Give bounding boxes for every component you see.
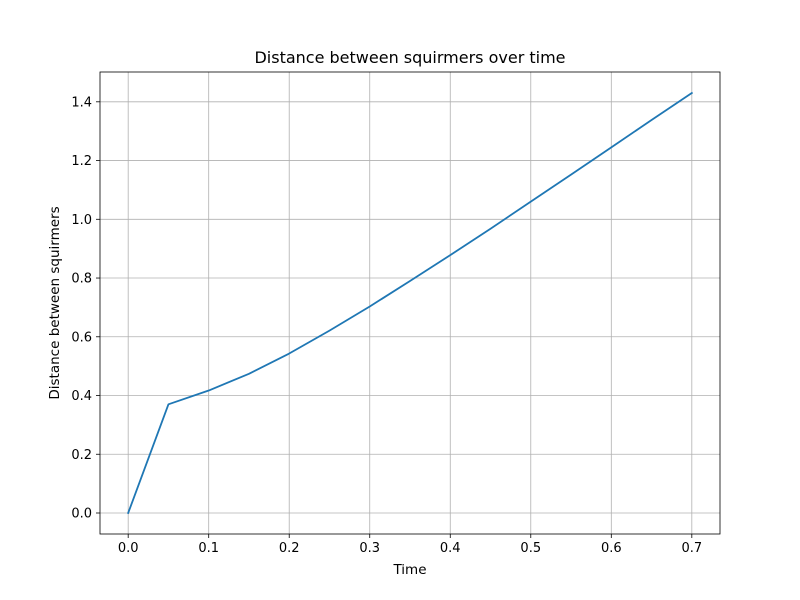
- grid: [100, 72, 720, 534]
- series-layer: [127, 91, 694, 515]
- y-axis-label: Distance between squirmers: [47, 206, 63, 399]
- chart-title: Distance between squirmers over time: [254, 48, 565, 67]
- series-line: [127, 91, 694, 515]
- x-tick-label: 0.1: [198, 541, 219, 556]
- ticks: 0.0 0.1 0.2 0.3 0.4 0.5 0.6 0.7 0.0 0.2 0.4 0.6 0.8 1…: [71, 95, 702, 556]
- x-tick-label: 0.0: [118, 541, 139, 556]
- y-tick-label: 1.0: [71, 213, 92, 228]
- x-tick-label: 0.2: [279, 541, 300, 556]
- plot-frame: [99, 71, 721, 535]
- y-tick-label: 1.4: [71, 95, 92, 110]
- x-tick-label: 0.5: [520, 541, 541, 556]
- y-tick-label: 0.0: [71, 507, 92, 522]
- x-axis-label: Time: [392, 562, 426, 578]
- x-tick-label: 0.3: [359, 541, 380, 556]
- x-tick-label: 0.6: [601, 541, 622, 556]
- y-tick-label: 0.8: [71, 272, 92, 287]
- y-tick-label: 0.4: [71, 389, 92, 404]
- x-tick-label: 0.4: [440, 541, 461, 556]
- y-tick-label: 1.2: [71, 154, 92, 169]
- x-tick-label: 0.7: [681, 541, 702, 556]
- y-tick-label: 0.2: [71, 448, 92, 463]
- y-tick-label: 0.6: [71, 330, 92, 345]
